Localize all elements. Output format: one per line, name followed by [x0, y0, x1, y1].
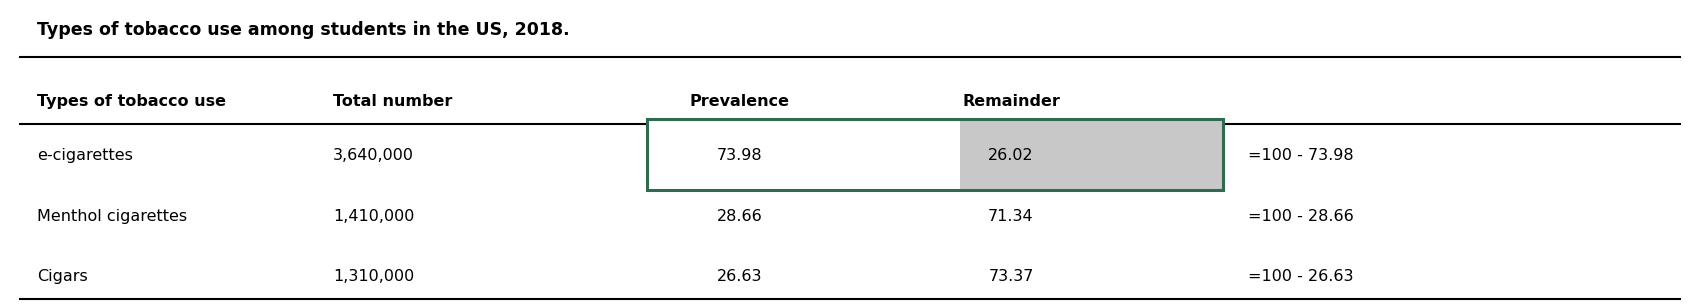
Text: Types of tobacco use: Types of tobacco use [37, 94, 226, 108]
Bar [646, 119, 960, 190]
Text: e-cigarettes: e-cigarettes [37, 148, 133, 163]
Text: =100 - 26.63: =100 - 26.63 [1248, 269, 1353, 284]
Text: Cigars: Cigars [37, 269, 87, 284]
Text: 73.98: 73.98 [717, 148, 763, 163]
Text: Types of tobacco use among students in the US, 2018.: Types of tobacco use among students in t… [37, 21, 570, 39]
Text: 26.63: 26.63 [717, 269, 763, 284]
Text: 71.34: 71.34 [988, 209, 1034, 224]
Text: 28.66: 28.66 [717, 209, 763, 224]
Bar [960, 119, 1222, 190]
Text: 26.02: 26.02 [988, 148, 1034, 163]
Text: Remainder: Remainder [962, 94, 1059, 108]
Text: =100 - 73.98: =100 - 73.98 [1248, 148, 1353, 163]
Text: Menthol cigarettes: Menthol cigarettes [37, 209, 187, 224]
Text: 1,310,000: 1,310,000 [333, 269, 415, 284]
Bar [646, 119, 1222, 190]
Text: =100 - 28.66: =100 - 28.66 [1248, 209, 1353, 224]
Text: 1,410,000: 1,410,000 [333, 209, 415, 224]
Text: Total number: Total number [333, 94, 452, 108]
Text: 73.37: 73.37 [988, 269, 1034, 284]
Text: 3,640,000: 3,640,000 [333, 148, 415, 163]
Text: Prevalence: Prevalence [690, 94, 790, 108]
